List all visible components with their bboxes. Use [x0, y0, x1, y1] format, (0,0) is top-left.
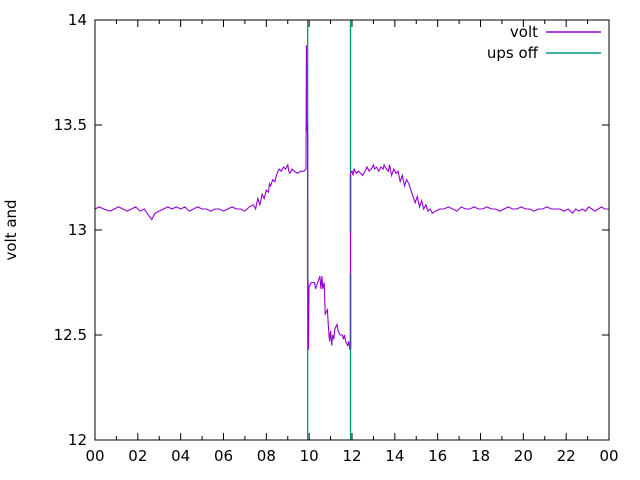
x-tick-label: 06 [214, 447, 233, 465]
x-tick-label: 20 [514, 447, 533, 465]
y-axis-title: volt and [2, 199, 20, 260]
y-tick-label: 12.5 [54, 326, 87, 344]
volt-series-line [94, 45, 609, 350]
y-tick-label: 13.5 [54, 116, 87, 134]
x-tick-label: 22 [557, 447, 576, 465]
legend-label-ups-off: ups off [487, 44, 539, 62]
y-tick-label: 12 [68, 431, 87, 449]
x-tick-label: 00 [599, 447, 618, 465]
x-tick-label: 02 [128, 447, 147, 465]
x-tick-label: 12 [342, 447, 361, 465]
x-tick-label: 18 [471, 447, 490, 465]
x-tick-label: 04 [171, 447, 190, 465]
x-tick-label: 14 [385, 447, 404, 465]
y-tick-label: 14 [68, 11, 87, 29]
x-tick-label: 16 [428, 447, 447, 465]
y-tick-label: 13 [68, 221, 87, 239]
x-tick-label: 10 [300, 447, 319, 465]
legend-label-volt: volt [510, 23, 538, 41]
x-tick-label: 08 [257, 447, 276, 465]
x-tick-label: 00 [85, 447, 104, 465]
